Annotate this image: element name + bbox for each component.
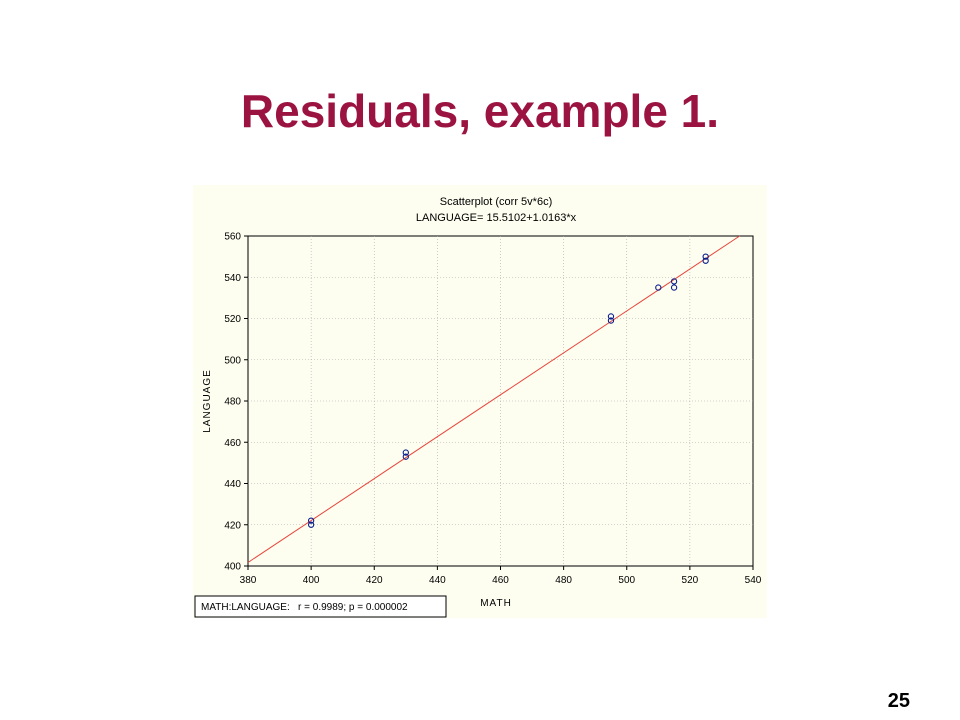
y-tick-label: 480 (224, 397, 241, 408)
data-points (307, 253, 709, 528)
scatterplot-figure: Scatterplot (corr 5v*6c) LANGUAGE= 15.51… (193, 185, 767, 618)
x-tick-label: 540 (745, 575, 762, 586)
chart-equation: LANGUAGE= 15.5102+1.0163*x (416, 212, 577, 224)
y-tick-label: 540 (224, 273, 241, 284)
data-point (702, 257, 709, 264)
data-point (307, 517, 315, 524)
x-tick-label: 380 (240, 575, 257, 586)
y-tick-label: 520 (224, 314, 241, 325)
data-point (607, 317, 615, 324)
y-tick-label: 440 (224, 479, 241, 490)
x-tick-label: 400 (303, 575, 320, 586)
y-tick-label: 420 (224, 520, 241, 531)
x-tick-label: 460 (492, 575, 509, 586)
stats-text: MATH:LANGUAGE: r = 0.9989; p = 0.000002 (201, 602, 408, 613)
data-point (655, 284, 662, 291)
data-point (670, 284, 678, 291)
y-tick-label: 400 (224, 562, 241, 573)
data-point (607, 313, 615, 320)
y-tick-label: 460 (224, 438, 241, 449)
x-tick-label: 420 (366, 575, 383, 586)
y-axis-label: LANGUAGE (202, 369, 213, 433)
y-tick-label: 560 (224, 232, 241, 243)
stats-box (194, 595, 447, 618)
figure-background (193, 185, 767, 618)
page-number: 25 (887, 690, 910, 712)
x-tick-label: 480 (555, 575, 572, 586)
data-point (702, 253, 709, 260)
grid-lines (248, 236, 753, 566)
slide-title: Residuals, example 1. (240, 85, 720, 137)
x-tick-label: 440 (429, 575, 446, 586)
data-point (402, 449, 409, 456)
data-point (307, 521, 315, 528)
chart-title: Scatterplot (corr 5v*6c) (440, 196, 552, 208)
scatterplot-svg: Scatterplot (corr 5v*6c) LANGUAGE= 15.51… (193, 185, 767, 618)
y-tick-label: 500 (224, 355, 241, 366)
x-axis-label: MATH (480, 598, 512, 609)
data-point (402, 453, 409, 460)
data-point (670, 278, 678, 285)
x-tick-label: 500 (618, 575, 635, 586)
x-tick-label: 520 (682, 575, 699, 586)
axis-ticks: 380 400 420 440 460 480 500 520 540 400 420 440 460 4… (224, 232, 761, 587)
